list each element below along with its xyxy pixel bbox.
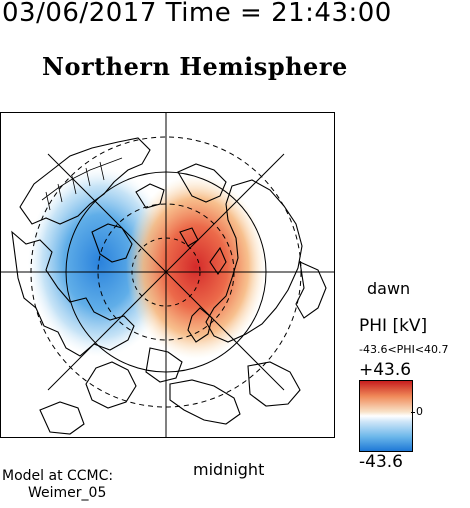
model-source-label: Model at CCMC: <box>2 468 114 484</box>
model-name-label: Weimer_05 <box>28 485 107 501</box>
colorbar <box>359 380 413 452</box>
timestamp: 03/06/2017 Time = 21:43:00 <box>2 0 392 28</box>
dawn-label: dawn <box>367 279 411 298</box>
midnight-label: midnight <box>193 460 265 479</box>
colorbar-zero-tick <box>411 412 415 413</box>
border-grid <box>41 157 123 211</box>
coastlines <box>11 137 327 435</box>
plot-frame <box>0 112 335 438</box>
meridian-lines <box>0 112 335 438</box>
colorbar-title: PHI [kV] <box>359 316 428 336</box>
colorbar-max-label: +43.6 <box>359 360 412 380</box>
plot-title: Northern Hemisphere <box>42 52 348 81</box>
positive-potential-cell <box>126 175 266 359</box>
colorbar-zero-label: 0 <box>416 405 423 418</box>
polar-map <box>0 112 335 438</box>
colorbar-range: -43.6<PHI<40.7 <box>359 343 449 356</box>
colorbar-min-label: -43.6 <box>359 452 403 472</box>
